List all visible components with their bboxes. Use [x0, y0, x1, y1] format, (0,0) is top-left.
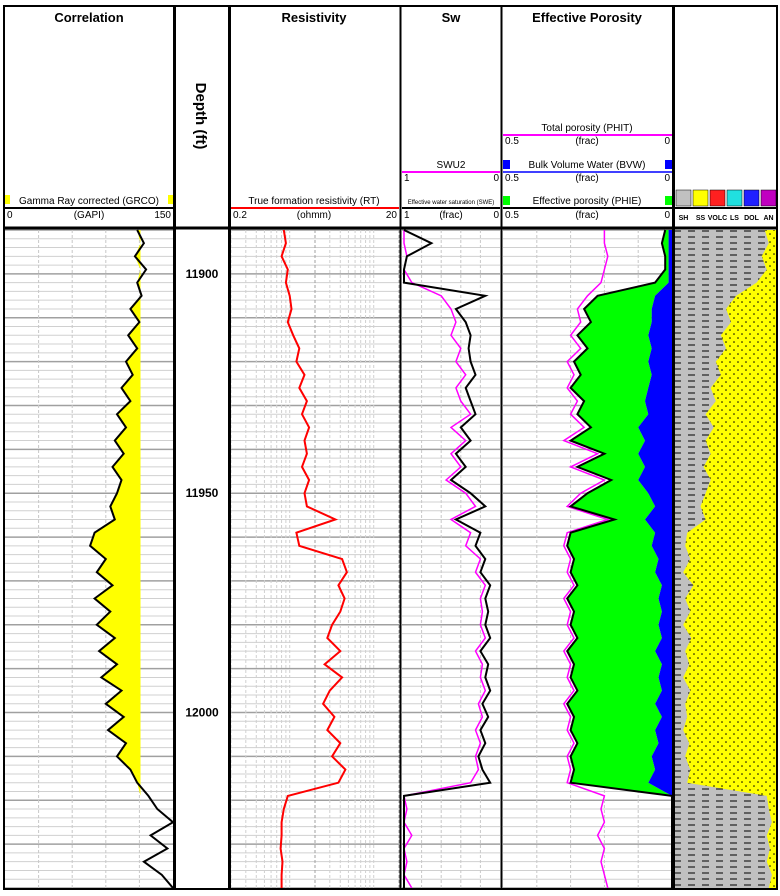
gr-fill-swatch-left [5, 195, 10, 204]
swe-scale-max: 0 [493, 210, 499, 221]
phie-fill-swatch-right [665, 196, 672, 205]
phit-scale-max: 0 [664, 136, 670, 147]
swe-scale-min: 1 [404, 210, 410, 221]
lithology-swatch-volc [709, 189, 726, 207]
gr-fill-swatch-right [168, 195, 173, 204]
lithology-swatch-dol [743, 189, 760, 207]
lithology-swatch-an [760, 189, 777, 207]
phie-curve-name: Effective porosity (PHIE) [533, 196, 642, 207]
rt-scale-max: 20 [386, 210, 398, 221]
phie-fill-swatch-left [503, 196, 510, 205]
swe-curve [403, 229, 492, 888]
rt-curve [279, 229, 349, 888]
gr-curve-name: Gamma Ray corrected (GRCO) [19, 196, 159, 207]
gr-scale-max: 150 [154, 210, 171, 221]
phit-curve-name: Total porosity (PHIT) [541, 123, 632, 134]
lithology-label-ls: LS [730, 215, 739, 222]
phit-scale-min: 0.5 [505, 136, 519, 147]
lithology-label-sh: SH [679, 215, 689, 222]
bvw-fill-swatch-right [665, 160, 672, 169]
lithology-swatch-ss [692, 189, 709, 207]
phie-fill [567, 230, 672, 888]
phie-scale-min: 0.5 [505, 210, 519, 221]
rt-scale-unit: (ohmm) [297, 210, 331, 221]
depth-tick-label: 12000 [185, 706, 219, 720]
bvw-scale-max: 0 [664, 173, 670, 184]
phie-scale-unit: (frac) [575, 210, 598, 221]
lithology-label-dol: DOL [744, 215, 760, 222]
phit-curve [562, 230, 611, 889]
bvw-scale-unit: (frac) [575, 173, 598, 184]
track-title-sw: Sw [442, 10, 462, 25]
depth-tick-label: 11950 [186, 486, 219, 500]
rt-scale-min: 0.2 [233, 210, 247, 221]
phit-scale-unit: (frac) [575, 136, 598, 147]
phie-scale-max: 0 [664, 210, 670, 221]
swu2-scale-max: 0 [493, 173, 499, 184]
rt-curve-name: True formation resistivity (RT) [248, 196, 379, 207]
bvw-fill-swatch-left [503, 160, 510, 169]
lithology-swatch-sh [675, 189, 692, 207]
lithology-shale-fill [675, 230, 772, 888]
swe-curve-name: Effective water saturation (SWE) [408, 200, 495, 206]
lithology-label-an: AN [763, 215, 773, 222]
bvw-fill [638, 230, 672, 888]
bvw-curve-name: Bulk Volume Water (BVW) [529, 160, 646, 171]
swe-scale-unit: (frac) [439, 210, 462, 221]
depth-tick-label: 11900 [186, 267, 219, 281]
track-title-correlation: Correlation [54, 10, 123, 25]
bvw-scale-min: 0.5 [505, 173, 519, 184]
lithology-label-volc: VOLC [708, 215, 727, 222]
depth-axis-label: Depth (ft) [192, 83, 209, 150]
swu2-curve-name: SWU2 [437, 160, 466, 171]
track-title-resistivity: Resistivity [281, 10, 347, 25]
track-borders [3, 5, 778, 890]
swu2-curve [403, 230, 487, 889]
phie-curve [566, 229, 673, 888]
gr-curve [88, 229, 175, 889]
gr-scale-min: 0 [7, 210, 13, 221]
swu2-scale-min: 1 [404, 173, 410, 184]
gr-scale-unit: (GAPI) [74, 210, 105, 221]
track-title-porosity: Effective Porosity [532, 10, 643, 25]
lithology-swatch-ls [726, 189, 743, 207]
gr-fill [90, 230, 141, 888]
lithology-label-ss: SS [696, 215, 706, 222]
